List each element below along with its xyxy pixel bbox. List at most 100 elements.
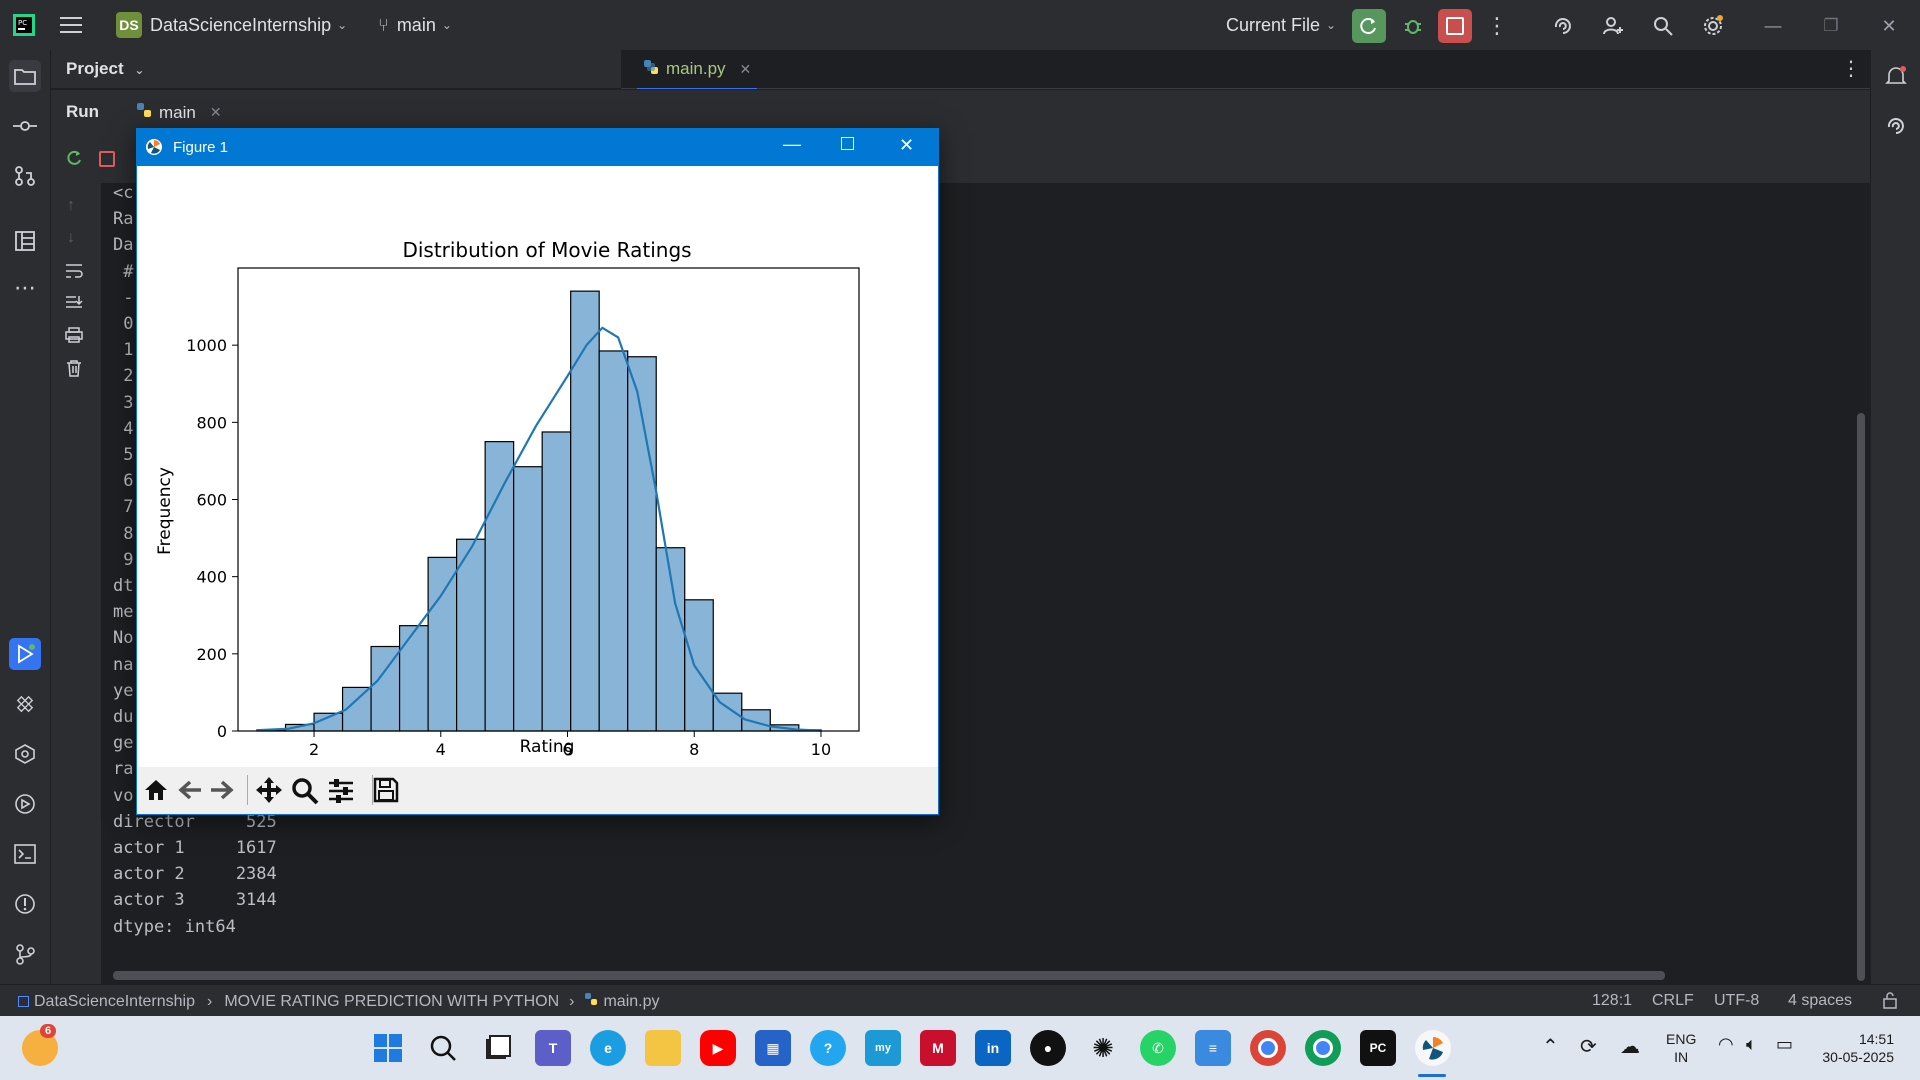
main-menu-icon[interactable] bbox=[60, 0, 82, 50]
console-line: actor 1 1617 bbox=[113, 838, 277, 858]
scroll-to-end-icon[interactable] bbox=[65, 295, 83, 316]
pycharm-logo-icon[interactable]: PC bbox=[12, 0, 36, 50]
chatgpt-icon[interactable]: ✺ bbox=[1092, 1032, 1114, 1063]
restore-window-icon[interactable]: ❐ bbox=[1823, 16, 1839, 35]
minimize-window-icon[interactable]: — bbox=[1764, 16, 1782, 35]
soft-wrap-icon[interactable] bbox=[65, 263, 83, 284]
stop-button[interactable] bbox=[1438, 9, 1472, 43]
figure-minimize-icon[interactable]: — bbox=[783, 134, 801, 154]
terminal-icon[interactable] bbox=[9, 838, 41, 870]
run-tab-main[interactable]: main ✕ bbox=[136, 102, 222, 123]
structure-icon[interactable] bbox=[9, 225, 41, 257]
matplotlib-figure-taskbar-icon[interactable] bbox=[1415, 1030, 1451, 1066]
print-icon[interactable] bbox=[65, 327, 83, 348]
file-encoding[interactable]: UTF-8 bbox=[1714, 992, 1760, 1009]
python-packages-icon[interactable] bbox=[9, 688, 41, 720]
caret-position[interactable]: 128:1 bbox=[1592, 992, 1633, 1009]
python-console-icon[interactable] bbox=[9, 738, 41, 770]
youtube-icon[interactable]: ▶ bbox=[700, 1030, 736, 1066]
add-user-icon[interactable] bbox=[1596, 9, 1630, 43]
task-view-icon[interactable] bbox=[480, 1030, 516, 1066]
more-tools-icon[interactable]: ⋯ bbox=[14, 275, 36, 300]
figure-close-icon[interactable]: ✕ bbox=[899, 135, 915, 155]
clock[interactable]: 14:51 30-05-2025 bbox=[1808, 1030, 1894, 1066]
volume-icon[interactable]: 🔈︎ bbox=[1746, 1034, 1757, 1054]
settings-gear-icon[interactable] bbox=[1696, 9, 1730, 43]
tab-main-py[interactable]: main.py ✕ bbox=[637, 50, 758, 90]
copilot-icon[interactable]: ? bbox=[810, 1030, 846, 1066]
onedrive-cloud-icon[interactable]: ☁ bbox=[1620, 1036, 1640, 1058]
scroll-down-icon[interactable]: ↓ bbox=[67, 229, 75, 246]
breadcrumb-folder[interactable]: MOVIE RATING PREDICTION WITH PYTHON bbox=[224, 992, 560, 1010]
search-icon[interactable] bbox=[1646, 9, 1680, 43]
run-config-selector[interactable]: Current File ⌄ bbox=[1226, 0, 1336, 50]
pull-requests-icon[interactable] bbox=[9, 160, 41, 192]
project-folder-icon[interactable] bbox=[9, 60, 41, 92]
sync-icon[interactable]: ⟳ bbox=[1580, 1036, 1597, 1058]
stop-icon[interactable] bbox=[99, 151, 115, 167]
close-window-icon[interactable]: ✕ bbox=[1881, 15, 1897, 36]
breadcrumb-project[interactable]: DataScienceInternship bbox=[34, 992, 195, 1010]
rerun-button[interactable] bbox=[1352, 9, 1386, 43]
toolbar-separator bbox=[372, 775, 373, 805]
battery-icon[interactable]: ▭ bbox=[1776, 1034, 1794, 1054]
console-vertical-scrollbar[interactable] bbox=[1857, 413, 1865, 981]
weather-widget-icon[interactable]: 6 bbox=[22, 1024, 58, 1066]
chrome-icon[interactable] bbox=[1250, 1030, 1286, 1066]
console-line: <c bbox=[113, 183, 134, 203]
problems-icon[interactable] bbox=[9, 888, 41, 920]
chrome-profile-icon[interactable] bbox=[1305, 1030, 1341, 1066]
save-figure-icon[interactable] bbox=[373, 777, 399, 808]
file-explorer-icon[interactable] bbox=[645, 1030, 681, 1066]
language-indicator[interactable]: ENG IN bbox=[1666, 1030, 1696, 1066]
github-icon[interactable]: ● bbox=[1030, 1030, 1066, 1066]
forward-arrow-icon[interactable] bbox=[209, 778, 235, 807]
project-view-selector[interactable]: Project ⌄ bbox=[66, 59, 144, 79]
scroll-up-icon[interactable]: ↑ bbox=[67, 197, 75, 214]
editor-tab-bar: main.py ✕ ⋮ bbox=[621, 50, 1870, 90]
mcafee-icon[interactable]: M bbox=[920, 1030, 956, 1066]
indent-setting[interactable]: 4 spaces bbox=[1788, 992, 1853, 1009]
line-separator[interactable]: CRLF bbox=[1652, 992, 1694, 1009]
show-hidden-icons-chevron-icon[interactable]: ⌃ bbox=[1542, 1036, 1559, 1058]
histogram-bar bbox=[598, 350, 629, 732]
notepad-icon[interactable]: ≡ bbox=[1195, 1030, 1231, 1066]
teams-icon[interactable]: T bbox=[535, 1030, 571, 1066]
pan-move-icon[interactable] bbox=[255, 776, 283, 809]
project-panel-header: Project ⌄ bbox=[51, 50, 621, 88]
myhp-icon[interactable]: my bbox=[865, 1030, 901, 1066]
run-tool-icon[interactable] bbox=[9, 638, 41, 670]
git-icon[interactable] bbox=[9, 938, 41, 970]
notifications-bell-icon[interactable] bbox=[1880, 60, 1912, 92]
console-horizontal-scrollbar[interactable] bbox=[113, 971, 1665, 980]
branch-switcher[interactable]: ⑂ main ⌄ bbox=[378, 0, 452, 50]
figure-maximize-icon[interactable] bbox=[841, 137, 854, 150]
back-arrow-icon[interactable] bbox=[177, 778, 203, 807]
project-switcher[interactable]: DS DataScienceInternship ⌄ bbox=[116, 0, 347, 50]
services-icon[interactable] bbox=[9, 788, 41, 820]
debug-icon[interactable] bbox=[1396, 9, 1430, 43]
windows-start-icon[interactable] bbox=[370, 1030, 406, 1066]
configure-subplots-icon[interactable] bbox=[327, 778, 355, 809]
home-icon[interactable] bbox=[143, 778, 169, 807]
wifi-icon[interactable]: ◠ bbox=[1718, 1034, 1734, 1054]
trash-icon[interactable] bbox=[65, 359, 83, 382]
ai-assistant-icon[interactable] bbox=[1546, 9, 1580, 43]
rerun-icon[interactable] bbox=[65, 149, 83, 172]
close-tab-icon[interactable]: ✕ bbox=[209, 104, 222, 120]
linkedin-icon[interactable]: in bbox=[975, 1030, 1011, 1066]
taskbar-search-icon[interactable] bbox=[425, 1030, 461, 1066]
commit-icon[interactable] bbox=[9, 110, 41, 142]
more-actions-icon[interactable]: ⋮ bbox=[1486, 13, 1508, 38]
close-tab-icon[interactable]: ✕ bbox=[739, 60, 752, 77]
whatsapp-icon[interactable]: ✆ bbox=[1140, 1030, 1176, 1066]
edge-icon[interactable]: e bbox=[590, 1030, 626, 1066]
ai-chat-icon[interactable] bbox=[1880, 110, 1912, 142]
lock-icon[interactable] bbox=[1882, 991, 1898, 1014]
breadcrumb-file[interactable]: main.py bbox=[603, 992, 660, 1010]
pycharm-taskbar-icon[interactable]: PC bbox=[1360, 1030, 1396, 1066]
editor-options-icon[interactable]: ⋮ bbox=[1841, 58, 1861, 80]
zoom-magnifier-icon[interactable] bbox=[291, 777, 319, 810]
console-line: director 525 bbox=[113, 811, 277, 832]
ms-store-icon[interactable]: ▦ bbox=[755, 1030, 791, 1066]
